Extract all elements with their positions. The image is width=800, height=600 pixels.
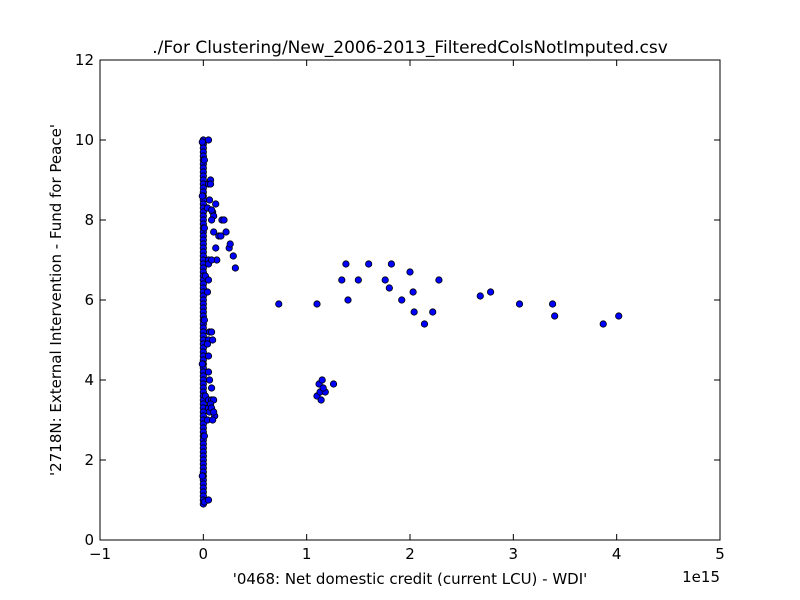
y-tick-label: 2 [84, 451, 94, 469]
data-point [342, 260, 350, 268]
data-point [208, 216, 216, 224]
data-point [354, 276, 362, 284]
data-point [548, 300, 557, 308]
data-point [220, 216, 228, 224]
data-point [551, 312, 559, 320]
data-point [313, 300, 321, 308]
data-point [205, 376, 214, 384]
data-point [210, 228, 218, 236]
x-tick-label: 2 [405, 545, 415, 563]
data-point [385, 284, 393, 292]
data-point [317, 396, 325, 404]
data-point [599, 320, 607, 328]
data-point [231, 264, 239, 272]
data-point [226, 240, 234, 248]
data-point [319, 384, 327, 392]
data-point [203, 288, 212, 296]
x-tick-label: 0 [199, 545, 209, 563]
x-tick-label: 4 [612, 545, 622, 563]
data-point [615, 312, 623, 320]
chart-title: ./For Clustering/New_2006-2013_FilteredC… [152, 38, 668, 58]
data-point [209, 416, 217, 424]
data-point [486, 288, 495, 296]
data-point [275, 300, 283, 308]
data-point [206, 180, 215, 188]
data-point [515, 300, 524, 308]
x-tick-label: 5 [715, 545, 725, 563]
y-tick-label: 10 [75, 131, 94, 149]
y-tick-label: 12 [75, 51, 94, 69]
data-point [204, 136, 213, 144]
data-point [338, 276, 346, 284]
data-point [476, 292, 484, 300]
data-point [229, 252, 237, 260]
data-point [204, 496, 213, 504]
data-points [198, 136, 623, 508]
data-point [208, 328, 216, 336]
data-point [200, 432, 208, 440]
y-tick-label: 6 [84, 291, 94, 309]
data-point [198, 138, 206, 146]
data-point [204, 368, 213, 376]
data-point [406, 268, 414, 276]
data-point [435, 276, 443, 284]
data-point [420, 320, 429, 328]
data-point [212, 244, 220, 252]
data-point [410, 308, 418, 316]
x-tick-label: 3 [509, 545, 519, 563]
data-point [210, 408, 218, 416]
data-point [200, 156, 208, 164]
data-point [387, 260, 395, 268]
x-offset-label: 1e15 [682, 568, 720, 586]
data-point [200, 224, 208, 232]
data-point [208, 384, 216, 392]
data-point [198, 360, 206, 368]
x-tick-label: 1 [302, 545, 312, 563]
data-point [344, 296, 352, 304]
x-axis-label: '0468: Net domestic credit (current LCU)… [233, 570, 588, 588]
data-point [429, 308, 437, 316]
data-point [198, 472, 206, 480]
x-tick-label: −1 [89, 545, 111, 563]
data-point [205, 196, 214, 204]
data-point [212, 200, 220, 208]
data-point [204, 352, 213, 360]
data-point [398, 296, 406, 304]
data-point [217, 232, 225, 240]
y-tick-label: 0 [84, 531, 94, 549]
data-point [200, 316, 208, 324]
data-point [203, 340, 212, 348]
data-point [204, 276, 213, 284]
data-point [198, 192, 206, 200]
data-point [318, 376, 326, 384]
data-point [209, 336, 217, 344]
data-point [208, 206, 216, 214]
data-point [409, 288, 417, 296]
y-tick-label: 8 [84, 211, 94, 229]
data-point [329, 380, 338, 388]
data-point [222, 228, 230, 236]
y-tick-label: 4 [84, 371, 94, 389]
y-axis-label: '2718N: External Intervention - Fund for… [47, 124, 65, 476]
data-point [381, 276, 389, 284]
data-point [208, 256, 216, 264]
data-point [365, 260, 373, 268]
